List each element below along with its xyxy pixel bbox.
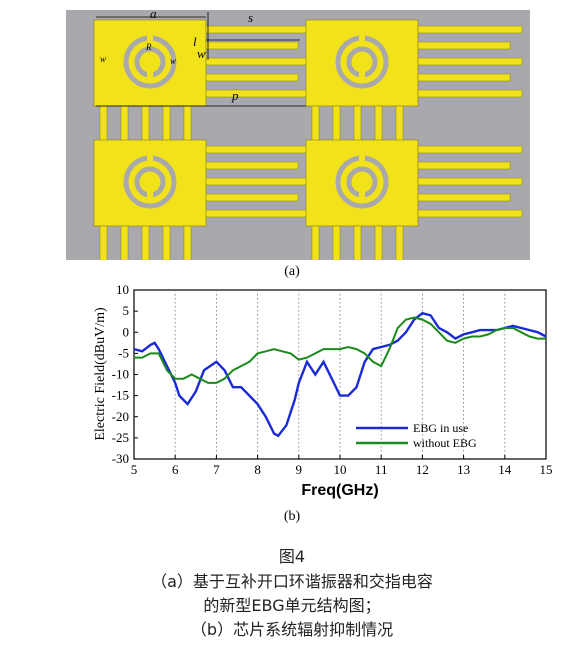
y-tick-label: -30: [112, 451, 129, 466]
x-tick-label: 8: [254, 462, 261, 477]
y-tick-label: 0: [123, 324, 130, 339]
x-tick-label: 6: [172, 462, 179, 477]
patch: [305, 19, 419, 107]
series-line-without-ebg: [134, 316, 546, 384]
dimension-label: s: [248, 10, 253, 25]
ebg-cell: [305, 139, 523, 260]
dimension-label: R: [145, 42, 152, 52]
finger-horizontal: [417, 41, 511, 50]
outer-ring-gap: [147, 154, 153, 163]
caption-line-3: （b）芯片系统辐射抑制情况: [190, 620, 394, 639]
finger-horizontal: [417, 25, 523, 34]
patch: [93, 19, 207, 107]
x-tick-label: 12: [416, 462, 429, 477]
x-tick-label: 11: [375, 462, 388, 477]
finger-vertical: [183, 225, 192, 260]
x-tick-label: 13: [457, 462, 470, 477]
caption-title: 图4: [278, 547, 306, 566]
outer-ring-gap: [359, 34, 365, 43]
x-tick-labels: 5 6 7 8 9 10 11 12 13 14 15: [131, 455, 553, 477]
y-tick-label: -10: [112, 367, 129, 382]
finger-vertical: [395, 225, 404, 260]
finger-horizontal: [205, 161, 299, 170]
dimension-label: p: [231, 88, 239, 103]
finger-horizontal: [417, 145, 523, 154]
inner-ring-gap: [359, 191, 365, 199]
legend-label-without-ebg: without EBG: [413, 436, 477, 450]
outer-ring-gap: [147, 34, 153, 43]
finger-vertical: [353, 225, 362, 260]
finger-horizontal: [417, 193, 511, 202]
finger-horizontal: [417, 57, 523, 66]
finger-horizontal: [205, 193, 299, 202]
x-tick-label: 14: [498, 462, 512, 477]
dimension-label: w: [100, 54, 106, 64]
dimension-label: w: [170, 56, 176, 66]
panel-a-label: (a): [284, 264, 300, 279]
finger-horizontal: [205, 177, 311, 186]
finger-vertical: [162, 225, 171, 260]
y-tick-labels: 10 5 0 -5 -10 -15 -20 -25 -30: [112, 282, 138, 466]
finger-horizontal: [205, 209, 311, 218]
finger-vertical: [120, 225, 129, 260]
panel-b-label: (b): [284, 509, 301, 524]
grid-lines: [174, 290, 506, 459]
inner-ring-gap: [359, 71, 365, 79]
legend: EBG in use without EBG: [356, 421, 477, 450]
x-tick-label: 10: [334, 462, 347, 477]
legend-label-ebg-in-use: EBG in use: [413, 421, 468, 435]
finger-vertical: [374, 225, 383, 260]
finger-horizontal: [205, 25, 311, 34]
x-tick-label: 15: [540, 462, 553, 477]
caption-line-2: 的新型EBG单元结构图；: [203, 596, 381, 615]
finger-horizontal: [417, 161, 511, 170]
patch: [93, 139, 207, 227]
inner-ring-gap: [147, 191, 153, 199]
x-tick-label: 5: [131, 462, 138, 477]
x-tick-label: 9: [296, 462, 303, 477]
y-tick-label: -15: [112, 388, 129, 403]
patch: [305, 139, 419, 227]
y-tick-label: 5: [123, 303, 130, 318]
finger-vertical: [311, 225, 320, 260]
inner-ring-gap: [147, 71, 153, 79]
finger-vertical: [99, 225, 108, 260]
dimension-label: w: [197, 46, 206, 61]
finger-horizontal: [205, 145, 311, 154]
y-tick-label: -20: [112, 409, 129, 424]
caption-line-1: （a）基于互补开口环谐振器和交指电容: [151, 572, 433, 591]
finger-horizontal: [417, 209, 523, 218]
finger-vertical: [141, 225, 150, 260]
y-tick-label: -25: [112, 430, 129, 445]
dimension-label: a: [150, 6, 157, 21]
finger-vertical: [332, 225, 341, 260]
series-line-ebg-in-use: [133, 311, 547, 438]
ebg-cell-array: [93, 19, 523, 260]
ebg-cell: [93, 139, 311, 260]
finger-horizontal: [417, 89, 523, 98]
dimension-label: l: [193, 34, 197, 49]
finger-horizontal: [205, 89, 311, 98]
outer-ring-gap: [359, 154, 365, 163]
y-tick-label: -5: [118, 345, 129, 360]
y-tick-label: 10: [116, 282, 129, 297]
finger-horizontal: [417, 177, 523, 186]
finger-horizontal: [205, 41, 299, 50]
y-axis-label: Electric Field(dBuV/m): [93, 307, 108, 441]
x-axis-label: Freq(GHz): [301, 482, 378, 499]
dimension-annotations: a w s l Rw w p: [96, 6, 306, 107]
finger-horizontal: [205, 73, 299, 82]
finger-horizontal: [205, 57, 311, 66]
x-tick-label: 7: [213, 462, 220, 477]
finger-horizontal: [417, 73, 511, 82]
